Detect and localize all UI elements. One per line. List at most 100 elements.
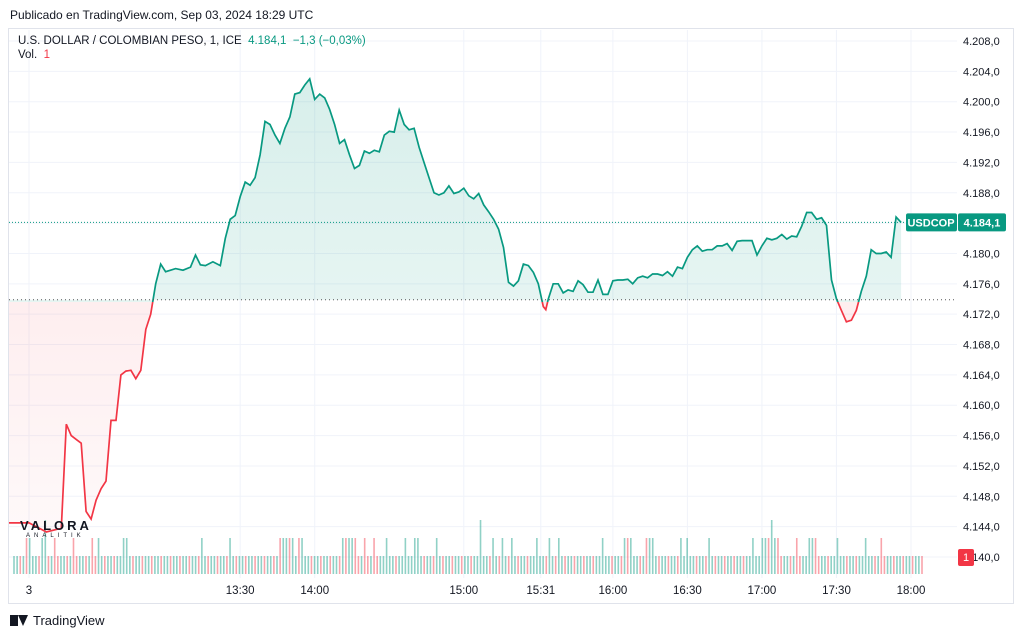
volume-bar	[113, 556, 115, 574]
volume-bar	[301, 538, 303, 574]
volume-bar	[761, 538, 764, 574]
time-axis[interactable]: 3 13:30 14:00 15:00 15:31 16:00 16:30 17:00 17:3…	[26, 585, 926, 597]
volume-bar	[830, 556, 832, 574]
volume-bar	[495, 556, 497, 574]
volume-bar	[861, 556, 864, 574]
volume-bar	[244, 556, 247, 574]
volume-bar	[392, 556, 394, 574]
volume-bar	[222, 556, 225, 574]
volume-bar	[695, 556, 698, 574]
legend-last-price: 4.184,1	[248, 35, 287, 47]
volume-bar	[169, 556, 172, 574]
volume-bar	[630, 538, 632, 574]
volume-bar	[476, 556, 479, 574]
volume-bar	[604, 556, 607, 574]
volume-bar	[742, 556, 745, 574]
volume-bar	[442, 556, 444, 574]
volume-bar	[551, 556, 554, 574]
price-axis[interactable]: 4.208,0 4.204,0 4.200,0 4.196,0 4.192,0 4.188…	[963, 36, 1000, 564]
volume-bar	[651, 538, 654, 574]
y-tick-label: 4.164,0	[963, 370, 1000, 382]
volume-bar	[558, 538, 560, 574]
x-tick-label: 18:00	[897, 585, 926, 597]
volume-bar	[25, 538, 28, 574]
y-tick-label: 4.148,0	[963, 491, 1000, 503]
x-tick-label: 3	[26, 585, 32, 597]
volume-bar	[658, 556, 660, 574]
volume-bar	[88, 556, 90, 574]
volume-bar	[507, 556, 510, 574]
volume-bar	[197, 556, 200, 574]
volume-bar	[75, 556, 78, 574]
x-tick-label: 16:00	[598, 585, 627, 597]
volume-bar	[19, 556, 22, 574]
volume-bar	[889, 556, 892, 574]
y-tick-label: 4.188,0	[963, 188, 1000, 200]
y-tick-label: 4.192,0	[963, 157, 1000, 169]
volume-bar	[91, 538, 94, 574]
volume-bar	[642, 556, 645, 574]
volume-bar	[708, 538, 710, 574]
y-tick-label: 4.200,0	[963, 97, 1000, 109]
volume-bar	[698, 556, 701, 574]
volume-bar	[592, 556, 595, 574]
volume-bar	[774, 538, 776, 574]
volume-bar	[454, 556, 457, 574]
volume-bar	[485, 556, 488, 574]
volume-bar	[229, 538, 231, 574]
volume-bar	[545, 556, 548, 574]
volume-bar	[288, 538, 291, 574]
volume-bar	[867, 556, 870, 574]
volume-bar	[320, 556, 322, 574]
volume-bar	[689, 556, 692, 574]
volume-bar	[676, 556, 679, 574]
volume-bar	[539, 556, 541, 574]
volume-bar	[576, 556, 579, 574]
volume-bar	[141, 556, 144, 574]
volume-bar	[72, 538, 75, 574]
volume-bar	[257, 556, 260, 574]
volume-bar	[291, 538, 294, 574]
volume-bar	[104, 556, 106, 574]
volume-bar	[648, 538, 651, 574]
volume-bar	[714, 556, 717, 574]
volume-bar	[611, 556, 613, 574]
published-caption: Publicado en TradingView.com, Sep 03, 20…	[10, 8, 314, 22]
volume-bar	[100, 556, 103, 574]
tradingview-logo-icon[interactable]	[10, 615, 28, 626]
volume-bar	[821, 556, 823, 574]
volume-bar	[144, 556, 147, 574]
volume-bar	[492, 538, 494, 574]
volume-bar	[154, 556, 156, 574]
volume-bar	[464, 556, 466, 574]
volume-bar	[692, 556, 695, 574]
valora-analitik-logo: VALORA ANALITIK	[20, 518, 92, 539]
y-tick-label: 4.208,0	[963, 36, 1000, 48]
volume-bar	[210, 556, 213, 574]
volume-bar	[532, 556, 535, 574]
volume-bar	[373, 538, 375, 574]
legend-symbol-row: U.S. DOLLAR / COLOMBIAN PESO, 1, ICE 4.1…	[18, 35, 366, 47]
chart-legend: U.S. DOLLAR / COLOMBIAN PESO, 1, ICE 4.1…	[18, 35, 366, 63]
volume-bar	[307, 556, 310, 574]
volume-bar	[720, 556, 723, 574]
price-tags: USDCOP 4.184,1 1	[906, 213, 1006, 566]
volume-bar	[298, 538, 300, 574]
volume-bar	[216, 556, 219, 574]
volume-bar	[451, 556, 454, 574]
volume-bar	[517, 556, 519, 574]
volume-bar	[335, 556, 338, 574]
volume-bar	[235, 556, 238, 574]
volume-bar	[241, 556, 244, 574]
price-line	[9, 77, 902, 533]
volume-bar	[777, 538, 779, 574]
volume-bar	[57, 556, 59, 574]
legend-symbol[interactable]: U.S. DOLLAR / COLOMBIAN PESO, 1, ICE	[18, 35, 242, 47]
footer-brand[interactable]: TradingView	[33, 613, 105, 628]
volume-bar	[783, 556, 786, 574]
volume-bar	[767, 538, 770, 574]
volume-bar	[16, 556, 18, 574]
volume-bar	[817, 556, 820, 574]
volume-bar	[918, 556, 920, 574]
